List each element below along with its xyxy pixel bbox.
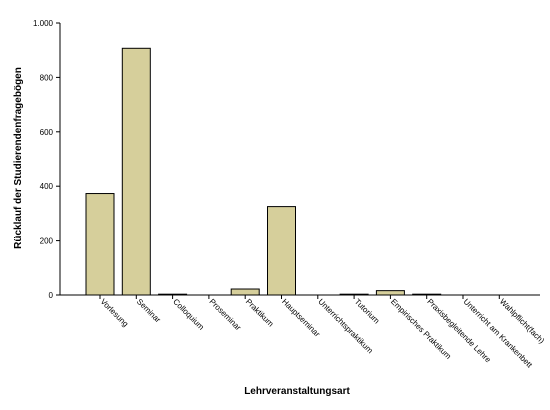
- bar: [339, 293, 369, 296]
- x-tick-label: Vorlesung: [99, 297, 131, 329]
- y-tick-label: 0: [49, 291, 54, 300]
- bar: [375, 290, 405, 296]
- bar: [230, 288, 260, 296]
- y-tick-label: 1.000: [33, 19, 54, 28]
- x-tick-label: Tutorium: [353, 297, 382, 326]
- y-axis: 0 200 400 600 800 1.000: [33, 19, 60, 300]
- x-tick-label: Colloquium: [171, 297, 206, 332]
- y-tick-label: 400: [40, 182, 54, 191]
- x-tick-label: Praxisbegleitende Lehre: [425, 297, 493, 365]
- x-tick-label: Empirisches Praktikum: [389, 297, 453, 361]
- x-tick-label: Seminar: [135, 297, 163, 325]
- y-tick-label: 200: [40, 237, 54, 246]
- bar: [121, 47, 151, 296]
- bar: [412, 293, 442, 296]
- bar: [267, 206, 296, 296]
- x-tick-label: Proseminar: [207, 297, 243, 333]
- x-tick-label: Hauptseminar: [280, 297, 322, 339]
- bar: [85, 193, 115, 296]
- y-tick-label: 600: [40, 128, 54, 137]
- bars-group: [85, 47, 442, 296]
- y-axis-title: Rücklauf der Studierendenfragebögen: [13, 67, 24, 249]
- x-tick-label: Unterricht am Krankenbett: [462, 297, 535, 370]
- x-tick-label: Praktikum: [244, 297, 276, 329]
- y-tick-label: 800: [40, 73, 54, 82]
- x-axis-title: Lehrveranstaltungsart: [244, 386, 350, 397]
- x-axis: Vorlesung Seminar Colloquium Proseminar Prak…: [99, 295, 546, 370]
- bar: [158, 293, 188, 296]
